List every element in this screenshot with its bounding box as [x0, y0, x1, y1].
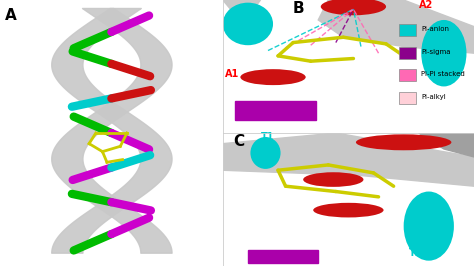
- Polygon shape: [223, 133, 474, 186]
- Bar: [399, 47, 416, 59]
- Bar: [399, 92, 416, 104]
- Bar: [399, 24, 416, 36]
- Polygon shape: [419, 133, 474, 157]
- Text: T2: T2: [409, 248, 422, 258]
- Ellipse shape: [223, 3, 273, 45]
- Text: A: A: [4, 8, 16, 23]
- Text: A1: A1: [225, 69, 239, 80]
- Ellipse shape: [240, 69, 306, 85]
- Polygon shape: [318, 0, 474, 53]
- Ellipse shape: [313, 203, 383, 218]
- Ellipse shape: [321, 0, 386, 15]
- Ellipse shape: [356, 134, 451, 150]
- Bar: [399, 69, 416, 81]
- Text: Pi-anion: Pi-anion: [421, 26, 449, 32]
- Text: Pi-sigma: Pi-sigma: [421, 49, 451, 55]
- Ellipse shape: [303, 172, 364, 187]
- Polygon shape: [223, 0, 261, 24]
- Ellipse shape: [250, 137, 281, 169]
- Text: B: B: [293, 1, 305, 16]
- Text: C: C: [233, 134, 244, 149]
- Text: Pi-alkyl: Pi-alkyl: [421, 94, 446, 100]
- Text: A2: A2: [419, 0, 433, 10]
- Text: Pi-Pi stacked: Pi-Pi stacked: [421, 72, 465, 77]
- Bar: [248, 250, 318, 263]
- Text: T1: T1: [261, 132, 274, 142]
- Bar: [235, 101, 316, 120]
- Ellipse shape: [404, 192, 454, 261]
- Ellipse shape: [421, 20, 466, 86]
